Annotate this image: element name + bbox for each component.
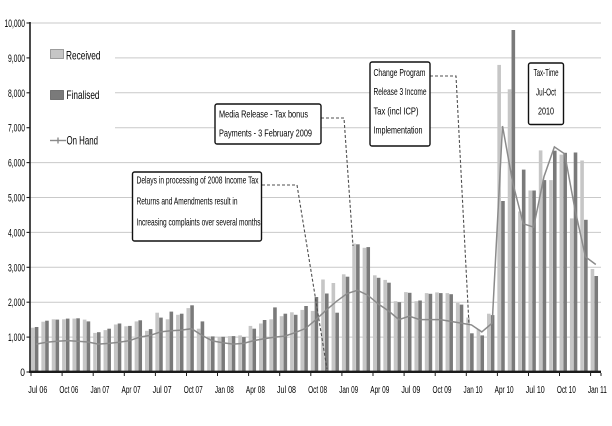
svg-text:Oct 09: Oct 09 xyxy=(432,385,451,396)
svg-text:8,000: 8,000 xyxy=(8,88,25,100)
svg-text:Jul 08: Jul 08 xyxy=(277,385,296,396)
svg-text:Jan 08: Jan 08 xyxy=(215,385,234,396)
svg-text:Tax-Time: Tax-Time xyxy=(534,67,559,79)
svg-text:Delays in processing of 2008 I: Delays in processing of 2008 Income Tax xyxy=(137,175,259,187)
svg-text:2010: 2010 xyxy=(538,106,554,118)
svg-text:Jan 11: Jan 11 xyxy=(588,385,607,396)
svg-text:Apr 09: Apr 09 xyxy=(370,385,389,396)
svg-text:Oct 06: Oct 06 xyxy=(59,385,78,396)
svg-text:Payments - 3 February 2009: Payments - 3 February 2009 xyxy=(219,128,312,140)
svg-text:Received: Received xyxy=(66,49,101,63)
svg-text:Jul-Oct: Jul-Oct xyxy=(536,87,556,99)
svg-text:Tax (incl ICP): Tax (incl ICP) xyxy=(374,105,419,117)
svg-text:Change Program: Change Program xyxy=(374,67,426,79)
svg-text:Jan 09: Jan 09 xyxy=(339,385,358,396)
svg-text:Finalised: Finalised xyxy=(67,88,100,102)
svg-text:5,000: 5,000 xyxy=(8,193,25,205)
svg-text:Apr 08: Apr 08 xyxy=(246,385,265,396)
svg-text:Release 3 Income: Release 3 Income xyxy=(374,86,427,98)
svg-text:Increasing complaints over sev: Increasing complaints over several month… xyxy=(137,217,261,229)
svg-text:Apr 07: Apr 07 xyxy=(122,385,141,396)
svg-text:10,000: 10,000 xyxy=(5,18,26,30)
svg-text:Oct 10: Oct 10 xyxy=(557,385,576,396)
svg-text:On Hand: On Hand xyxy=(67,134,99,148)
svg-text:Apr 10: Apr 10 xyxy=(495,385,514,396)
svg-text:Jul 07: Jul 07 xyxy=(153,385,172,396)
svg-text:Oct 08: Oct 08 xyxy=(308,385,327,396)
svg-text:0: 0 xyxy=(20,367,25,379)
svg-text:Jan 07: Jan 07 xyxy=(90,385,109,396)
svg-text:1,000: 1,000 xyxy=(8,332,25,344)
svg-text:Jul 09: Jul 09 xyxy=(401,385,420,396)
svg-text:6,000: 6,000 xyxy=(8,158,25,170)
svg-text:Media Release - Tax bonus: Media Release - Tax bonus xyxy=(219,108,308,120)
svg-text:Oct 07: Oct 07 xyxy=(184,385,203,396)
svg-text:7,000: 7,000 xyxy=(8,123,25,135)
svg-text:Jul 06: Jul 06 xyxy=(28,385,47,396)
svg-text:9,000: 9,000 xyxy=(8,53,25,65)
svg-text:Returns and Amendments result: Returns and Amendments result in xyxy=(137,196,238,208)
svg-text:Implementation: Implementation xyxy=(374,125,423,137)
svg-text:2,000: 2,000 xyxy=(8,297,25,309)
svg-text:3,000: 3,000 xyxy=(8,262,25,274)
svg-text:4,000: 4,000 xyxy=(8,227,25,239)
svg-text:Jul 10: Jul 10 xyxy=(526,385,545,396)
svg-text:Jan 10: Jan 10 xyxy=(464,385,483,396)
